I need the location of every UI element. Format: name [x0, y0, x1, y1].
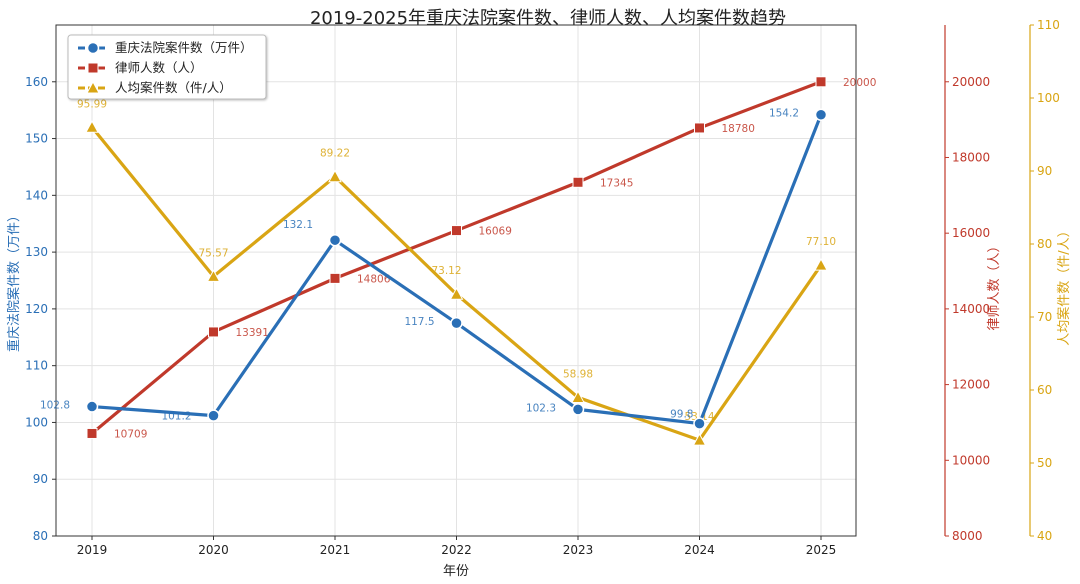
- right-axis-2-tick-label: 40: [1037, 529, 1052, 543]
- data-point-marker: [693, 417, 706, 430]
- data-point-marker: [328, 233, 342, 247]
- data-label: 102.3: [526, 402, 556, 414]
- data-label: 99.8: [670, 409, 693, 421]
- right-axis-2-tick-label: 60: [1037, 383, 1052, 397]
- x-axis-tick-label: 2021: [320, 543, 351, 557]
- legend: 重庆法院案件数（万件） 律师人数（人） 人均案件数（件/人）: [67, 34, 267, 100]
- data-point-marker: [572, 176, 584, 188]
- data-point-marker: [694, 122, 705, 134]
- data-label: 58.98: [563, 368, 593, 380]
- chart-title: 2019-2025年重庆法院案件数、律师人数、人均案件数趋势: [310, 8, 786, 29]
- data-point-marker: [329, 272, 341, 284]
- data-label: 18780: [722, 123, 755, 135]
- x-axis-tick-label: 2020: [198, 543, 229, 557]
- right-axis-2-tick-label: 100: [1037, 91, 1060, 105]
- data-label: 101.2: [161, 411, 191, 423]
- left-axis-tick-label: 120: [25, 302, 48, 316]
- right-axis-1-tick-label: 16000: [952, 226, 990, 240]
- axes: 80 90 100 110 120 130 140 150 160 重庆法院案件数（万件） 2019…: [6, 18, 1072, 557]
- data-point-marker: [451, 225, 462, 237]
- right-axis-2-tick-label: 90: [1037, 164, 1052, 178]
- left-axis-label: 重庆法院案件数（万件）: [6, 209, 22, 352]
- left-axis-tick-label: 160: [25, 75, 48, 89]
- right-axis-2-tick-label: 80: [1037, 237, 1052, 251]
- data-label: 10709: [114, 428, 147, 440]
- data-point-marker: [207, 409, 220, 422]
- data-point-marker: [815, 76, 827, 88]
- data-label: 102.8: [40, 400, 70, 412]
- right-axis-2-tick-label: 110: [1037, 18, 1060, 32]
- data-label: 53.14: [684, 411, 714, 423]
- data-label: 95.99: [77, 98, 107, 110]
- right-axis-1-tick-label: 18000: [952, 150, 990, 164]
- data-point-marker: [85, 120, 99, 133]
- legend-label: 律师人数（人）: [115, 60, 203, 75]
- data-label: 154.2: [769, 108, 799, 120]
- right-axis-2-tick-label: 50: [1037, 456, 1052, 470]
- x-axis-tick-label: 2024: [684, 543, 715, 557]
- data-label: 17345: [600, 177, 633, 189]
- data-label: 20000: [843, 77, 876, 89]
- data-point-marker: [86, 427, 98, 439]
- left-axis-tick-label: 150: [25, 132, 48, 146]
- right-axis-1-tick-label: 10000: [952, 453, 990, 467]
- x-axis-tick-label: 2022: [441, 543, 472, 557]
- data-point-marker: [328, 169, 342, 183]
- right-axis-1-tick-label: 20000: [952, 75, 990, 89]
- data-point-marker: [450, 316, 463, 330]
- left-axis-tick-label: 130: [25, 245, 48, 259]
- data-point-marker: [86, 80, 100, 94]
- data-label: 77.10: [806, 236, 836, 248]
- x-axis-tick-label: 2025: [806, 543, 837, 557]
- data-point-marker: [208, 326, 219, 338]
- data-label: 132.1: [283, 219, 313, 231]
- left-axis-tick-label: 110: [25, 359, 48, 373]
- data-point-marker: [449, 287, 464, 300]
- right-axis-1-tick-label: 14000: [952, 302, 990, 316]
- data-point-marker: [571, 403, 585, 416]
- left-axis-tick-label: 100: [25, 415, 48, 429]
- data-label: 75.57: [198, 247, 228, 259]
- series-left: 102.8 101.2 132.1 117.5 102.3 99.8 154.2: [40, 108, 828, 430]
- data-point-marker: [571, 390, 585, 403]
- data-point-marker: [86, 41, 100, 55]
- right-axis-2-label: 人均案件数（件/人）: [1057, 224, 1072, 345]
- data-point-marker: [87, 62, 99, 74]
- data-label: 13391: [236, 327, 269, 339]
- right-axis-2-tick-label: 70: [1037, 310, 1052, 324]
- right-axis-1-tick-label: 12000: [952, 378, 990, 392]
- series-right2: 95.99 75.57 89.22 73.12 58.98 53.14 77.10: [77, 98, 836, 446]
- data-point-marker: [692, 433, 707, 446]
- data-point-marker: [206, 269, 221, 282]
- data-label: 16069: [479, 226, 512, 238]
- data-label: 89.22: [320, 148, 350, 160]
- x-axis-label: 年份: [443, 564, 469, 579]
- data-point-marker: [814, 108, 828, 121]
- series-right1: 10709 13391 14806 16069 17345 18780 20000: [86, 76, 876, 440]
- left-axis-tick-label: 140: [25, 188, 48, 202]
- data-point-marker: [814, 258, 828, 271]
- data-label: 117.5: [404, 316, 434, 328]
- right-axis-1-tick-label: 8000: [952, 529, 983, 543]
- x-axis-tick-label: 2019: [77, 543, 108, 557]
- left-axis-tick-label: 90: [33, 472, 48, 486]
- data-label: 14806: [357, 273, 391, 285]
- legend-label: 人均案件数（件/人）: [115, 80, 232, 95]
- right-axis-1-label: 律师人数（人）: [987, 239, 1002, 330]
- left-axis-tick-label: 80: [33, 529, 48, 543]
- data-label: 73.12: [431, 265, 461, 277]
- data-point-marker: [85, 400, 99, 413]
- legend-box: [67, 34, 267, 100]
- series-layer: 10709 13391 14806 16069 17345 18780 20000 95.99…: [40, 76, 876, 446]
- x-axis-tick-label: 2023: [563, 543, 594, 557]
- legend-label: 重庆法院案件数（万件）: [115, 40, 253, 55]
